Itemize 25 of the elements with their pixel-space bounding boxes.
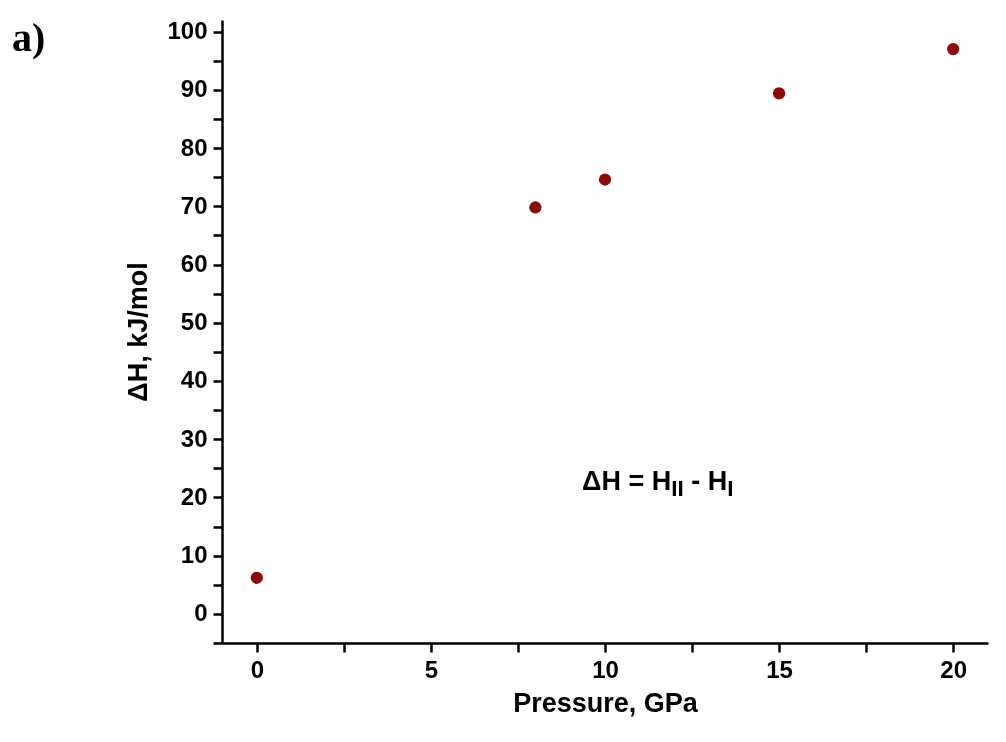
point	[947, 43, 960, 56]
annotation: ΔH = H$_{II}$ - H$_{I}$	[582, 466, 734, 503]
point	[598, 173, 612, 186]
y-tick-label: 0	[194, 599, 208, 627]
text: a)	[12, 14, 46, 61]
x-tick-label: 10	[592, 655, 619, 683]
x-tick-label: 5	[424, 655, 439, 683]
point	[772, 87, 786, 100]
x-tick-label: 15	[766, 655, 793, 683]
y-axis-title: ΔH, kJ/mol	[123, 262, 154, 402]
y-tick-label: 40	[180, 366, 208, 394]
x-tick-label: 0	[250, 655, 264, 683]
x-axis-title: Pressure, GPa	[513, 687, 699, 718]
y-tick-label: 60	[180, 250, 208, 278]
y-tick-label: 70	[180, 191, 208, 219]
y-tick-label: 50	[180, 308, 208, 336]
y-tick-label: 10	[180, 541, 208, 569]
y-tick-label: 30	[180, 424, 208, 452]
point	[250, 571, 263, 584]
point	[529, 201, 542, 214]
y-tick-label: 20	[180, 482, 208, 510]
y-tick-label: 90	[180, 75, 208, 103]
x-tick-label: 20	[940, 655, 968, 683]
y-tick-label: 80	[180, 133, 208, 161]
y-tick-label: 100	[167, 17, 208, 45]
